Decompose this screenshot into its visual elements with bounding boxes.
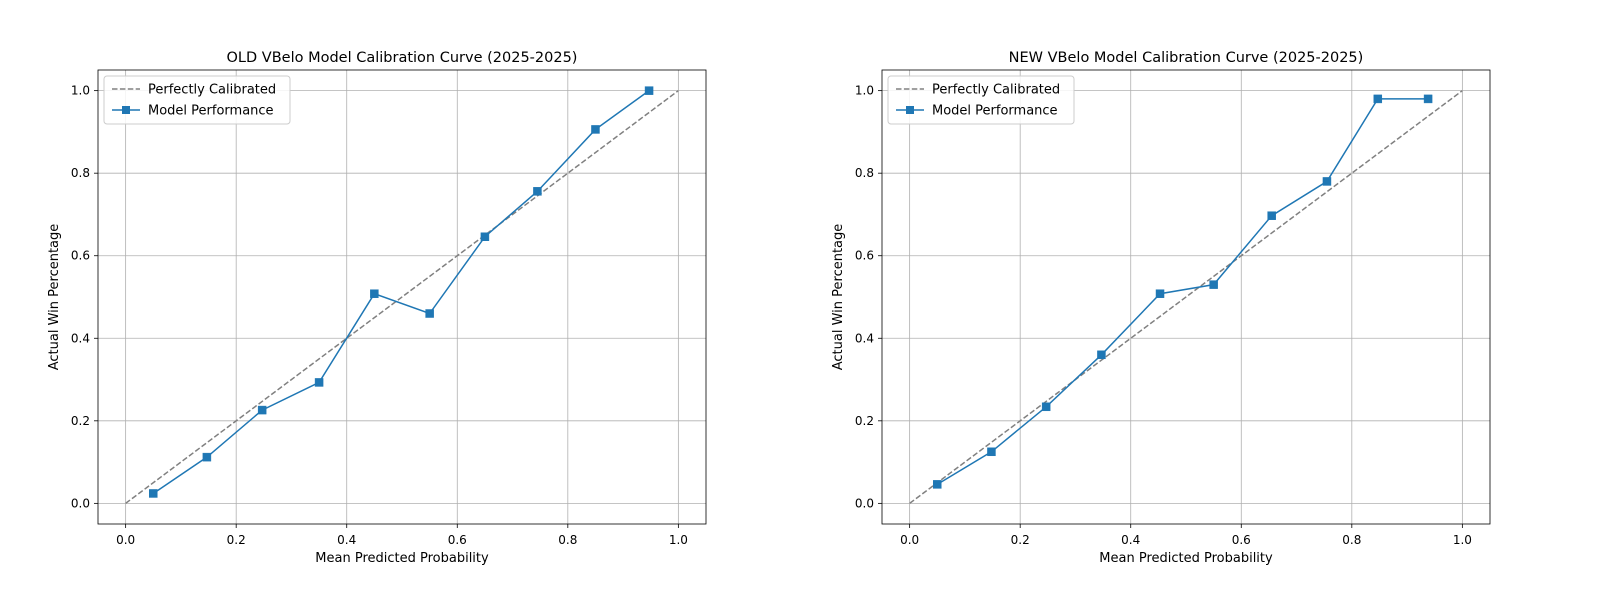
y-axis-label: Actual Win Percentage xyxy=(47,224,62,371)
data-point xyxy=(370,289,379,298)
y-tick-label: 0.2 xyxy=(855,414,874,428)
model-performance-line xyxy=(936,98,1429,486)
y-tick-label: 0.2 xyxy=(71,414,90,428)
x-tick-label: 0.8 xyxy=(558,533,577,547)
legend: Perfectly Calibrated Model Performance xyxy=(103,75,291,125)
data-point xyxy=(933,480,942,489)
chart-panel-2: 0.0 0.0 0.2 0.2 0.4 0.4 0.6 0.6 0.8 0.8 1.0 1.0 NEW … xyxy=(831,50,1491,566)
y-tick-label: 0.8 xyxy=(71,166,90,180)
y-tick-label: 0.0 xyxy=(855,496,874,510)
y-tick-label: 0.4 xyxy=(71,331,90,345)
y-tick-label: 0.8 xyxy=(855,166,874,180)
x-axis-label: Mean Predicted Probability xyxy=(315,551,489,566)
data-point xyxy=(644,86,654,95)
axes-frame xyxy=(97,69,707,525)
y-tick-label: 0.6 xyxy=(71,249,90,263)
legend-box xyxy=(103,75,291,125)
data-point xyxy=(149,489,158,498)
y-tick-label: 1.0 xyxy=(71,84,90,98)
data-point xyxy=(1322,177,1332,186)
y-axis-label: Actual Win Percentage xyxy=(831,224,846,371)
data-point xyxy=(1373,94,1383,104)
data-point xyxy=(480,232,490,241)
legend-box xyxy=(887,75,1075,125)
legend-label: Model Performance xyxy=(932,104,1058,119)
data-point xyxy=(314,378,324,387)
data-point xyxy=(1097,350,1106,360)
y-tick-label: 0.0 xyxy=(71,496,90,510)
x-tick-label: 0.0 xyxy=(900,533,919,547)
data-point xyxy=(202,452,212,462)
perfect-calibration-line xyxy=(125,90,679,504)
model-performance-line xyxy=(152,90,650,495)
x-tick-label: 0.4 xyxy=(1121,533,1140,547)
data-point xyxy=(591,125,600,134)
data-point xyxy=(1423,94,1433,104)
legend: Perfectly Calibrated Model Performance xyxy=(887,75,1075,125)
x-tick-label: 0.2 xyxy=(227,533,246,547)
x-axis-label: Mean Predicted Probability xyxy=(1099,551,1273,566)
chart-title: NEW VBelo Model Calibration Curve (2025-… xyxy=(1009,50,1364,66)
axes-frame xyxy=(881,69,1491,525)
chart-panel-1: 0.0 0.0 0.2 0.2 0.4 0.4 0.6 0.6 0.8 0.8 1.0 1.0 OLD … xyxy=(47,50,707,566)
x-tick-label: 0.6 xyxy=(448,533,467,547)
data-point xyxy=(1041,402,1051,412)
chart-title: OLD VBelo Model Calibration Curve (2025-… xyxy=(227,50,578,66)
y-tick-label: 0.4 xyxy=(855,331,874,345)
x-tick-label: 0.0 xyxy=(116,533,135,547)
data-point xyxy=(1209,280,1218,289)
legend-swatch-marker xyxy=(906,106,914,114)
x-tick-label: 0.6 xyxy=(1232,533,1251,547)
legend-label: Perfectly Calibrated xyxy=(148,83,276,98)
legend-swatch-marker xyxy=(122,106,130,114)
y-tick-label: 1.0 xyxy=(855,84,874,98)
x-tick-label: 0.2 xyxy=(1011,533,1030,547)
data-point xyxy=(1155,289,1165,298)
legend-label: Perfectly Calibrated xyxy=(932,83,1060,98)
data-point xyxy=(425,309,434,318)
perfect-calibration-line xyxy=(909,90,1463,504)
data-point xyxy=(257,405,267,415)
x-tick-label: 1.0 xyxy=(1453,533,1472,547)
data-point xyxy=(987,447,996,457)
legend-label: Model Performance xyxy=(148,104,274,119)
data-point xyxy=(533,187,542,196)
y-tick-label: 0.6 xyxy=(855,249,874,263)
x-tick-label: 0.8 xyxy=(1342,533,1361,547)
x-tick-label: 0.4 xyxy=(337,533,356,547)
data-point xyxy=(1267,211,1276,220)
x-tick-label: 1.0 xyxy=(669,533,688,547)
